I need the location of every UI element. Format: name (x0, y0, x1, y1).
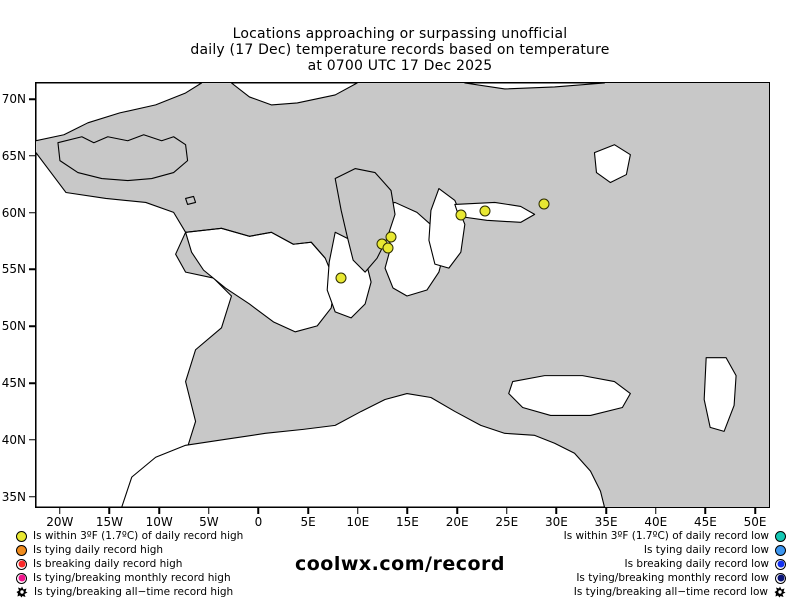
legend-burst-icon (774, 586, 786, 598)
y-axis-tick (29, 155, 35, 157)
legend-burst-icon (16, 586, 28, 598)
legend-item: Is tying daily record low (558, 543, 786, 557)
y-axis-tick (29, 495, 35, 498)
legend-item-label: Is tying/breaking all−time record low (573, 586, 768, 598)
legend-swatch-icon (775, 544, 786, 556)
x-axis-label: 0 (254, 515, 263, 529)
site-watermark: coolwx.com/record (294, 553, 505, 575)
x-axis-tick (357, 508, 359, 514)
legend-swatch-icon (775, 572, 786, 584)
x-axis-label: 50E (743, 515, 767, 529)
coastline-strokes (185, 227, 326, 259)
y-axis-tick (29, 325, 35, 327)
y-axis-label: 55N (1, 262, 26, 277)
legend-record-high: Is within 3ºF (1.7ºC) of daily record hi… (16, 529, 249, 599)
x-axis-label: 20W (46, 515, 74, 529)
y-axis-label: 60N (1, 205, 26, 220)
legend-item: Is breaking daily record low (558, 557, 786, 571)
legend-item-label: Is tying daily record low (643, 544, 769, 556)
y-axis-label: 70N (1, 92, 26, 107)
x-axis-tick (555, 508, 558, 514)
x-axis-label: 5W (199, 515, 219, 529)
legend-item-label: Is tying/breaking monthly record low (576, 572, 769, 584)
x-axis-label: 15E (396, 515, 419, 529)
x-axis-tick (754, 508, 756, 514)
x-axis-label: 30E (545, 515, 568, 529)
legend-record-low: Is within 3ºF (1.7ºC) of daily record lo… (558, 529, 786, 599)
x-axis-label: 25E (495, 515, 519, 529)
legend-item-label: Is tying daily record high (33, 544, 164, 556)
title-line-3: at 0700 UTC 17 Dec 2025 (307, 58, 493, 74)
record-marker[interactable] (382, 242, 394, 254)
x-axis-label: 45E (694, 515, 717, 529)
x-axis-tick (257, 508, 260, 514)
y-axis-tick (29, 439, 35, 441)
x-axis-label: 10W (145, 515, 173, 529)
record-marker[interactable] (479, 205, 491, 217)
legend-swatch-core (777, 574, 784, 582)
y-axis-label: 50N (1, 319, 26, 334)
y-axis-label: 40N (1, 432, 26, 447)
x-axis-tick (605, 508, 607, 514)
record-marker[interactable] (538, 198, 550, 210)
y-axis-label: 65N (1, 148, 26, 163)
y-axis-label: 35N (1, 489, 26, 504)
legend-item-label: Is within 3ºF (1.7ºC) of daily record hi… (33, 530, 244, 542)
x-axis-label: 40E (644, 515, 668, 529)
legend-item: Is within 3ºF (1.7ºC) of daily record lo… (558, 529, 786, 543)
x-axis-tick (655, 508, 657, 514)
burst-icon (16, 586, 28, 598)
legend-swatch-icon (775, 530, 786, 542)
legend-swatch-icon (16, 544, 27, 556)
y-axis-label: 45N (1, 376, 26, 391)
legend-item: Is tying/breaking monthly record low (558, 571, 786, 585)
legend-item: Is breaking daily record high (16, 557, 249, 571)
record-marker[interactable] (335, 272, 347, 284)
legend-item-label: Is tying/breaking all−time record high (34, 586, 234, 598)
x-axis-label: 10E (346, 515, 370, 529)
page-title: Locations approaching or surpassing unof… (0, 26, 800, 74)
x-axis-label: 15W (95, 515, 124, 529)
title-line-1: Locations approaching or surpassing unof… (232, 26, 568, 42)
y-axis-tick (29, 98, 35, 100)
legend-item: Is tying/breaking all−time record high (16, 585, 249, 599)
legend-swatch-icon (775, 558, 786, 570)
legend-item: Is within 3ºF (1.7ºC) of daily record hi… (16, 529, 249, 543)
record-marker[interactable] (455, 209, 467, 221)
legend-item-label: Is breaking daily record high (33, 558, 183, 570)
record-marker[interactable] (385, 231, 397, 243)
y-axis-tick (29, 211, 35, 214)
legend-swatch-icon (16, 558, 27, 570)
legend-item: Is tying daily record high (16, 543, 249, 557)
legend-item-label: Is tying/breaking monthly record high (33, 572, 231, 584)
y-axis-tick (29, 268, 35, 271)
title-line-2: daily (17 Dec) temperature records based… (190, 42, 610, 58)
legend-item: Is tying/breaking all−time record low (558, 585, 786, 599)
x-axis-tick (506, 508, 508, 514)
sea-polygons (36, 83, 737, 507)
x-axis-tick (208, 508, 210, 514)
legend-item: Is tying/breaking monthly record high (16, 571, 249, 585)
x-axis-tick (704, 508, 707, 514)
x-axis-label: 35E (594, 515, 618, 529)
x-axis-tick (307, 508, 309, 514)
x-axis-tick (59, 508, 61, 514)
legend-swatch-icon (16, 530, 27, 542)
legend-item-label: Is within 3ºF (1.7ºC) of daily record lo… (563, 530, 769, 542)
x-axis-label: 20E (445, 515, 469, 529)
legend-swatch-icon (16, 572, 27, 584)
y-axis-tick (29, 382, 35, 384)
x-axis-label: 5E (300, 515, 316, 529)
x-axis-tick (158, 508, 160, 514)
burst-icon (774, 586, 786, 598)
legend-swatch-core (18, 574, 25, 582)
x-axis-tick (456, 508, 458, 514)
map-canvas[interactable] (35, 82, 770, 508)
x-axis-tick (406, 508, 409, 514)
map-landmass-layer (36, 83, 769, 507)
legend-item-label: Is breaking daily record low (624, 558, 770, 570)
x-axis-tick (108, 508, 111, 514)
